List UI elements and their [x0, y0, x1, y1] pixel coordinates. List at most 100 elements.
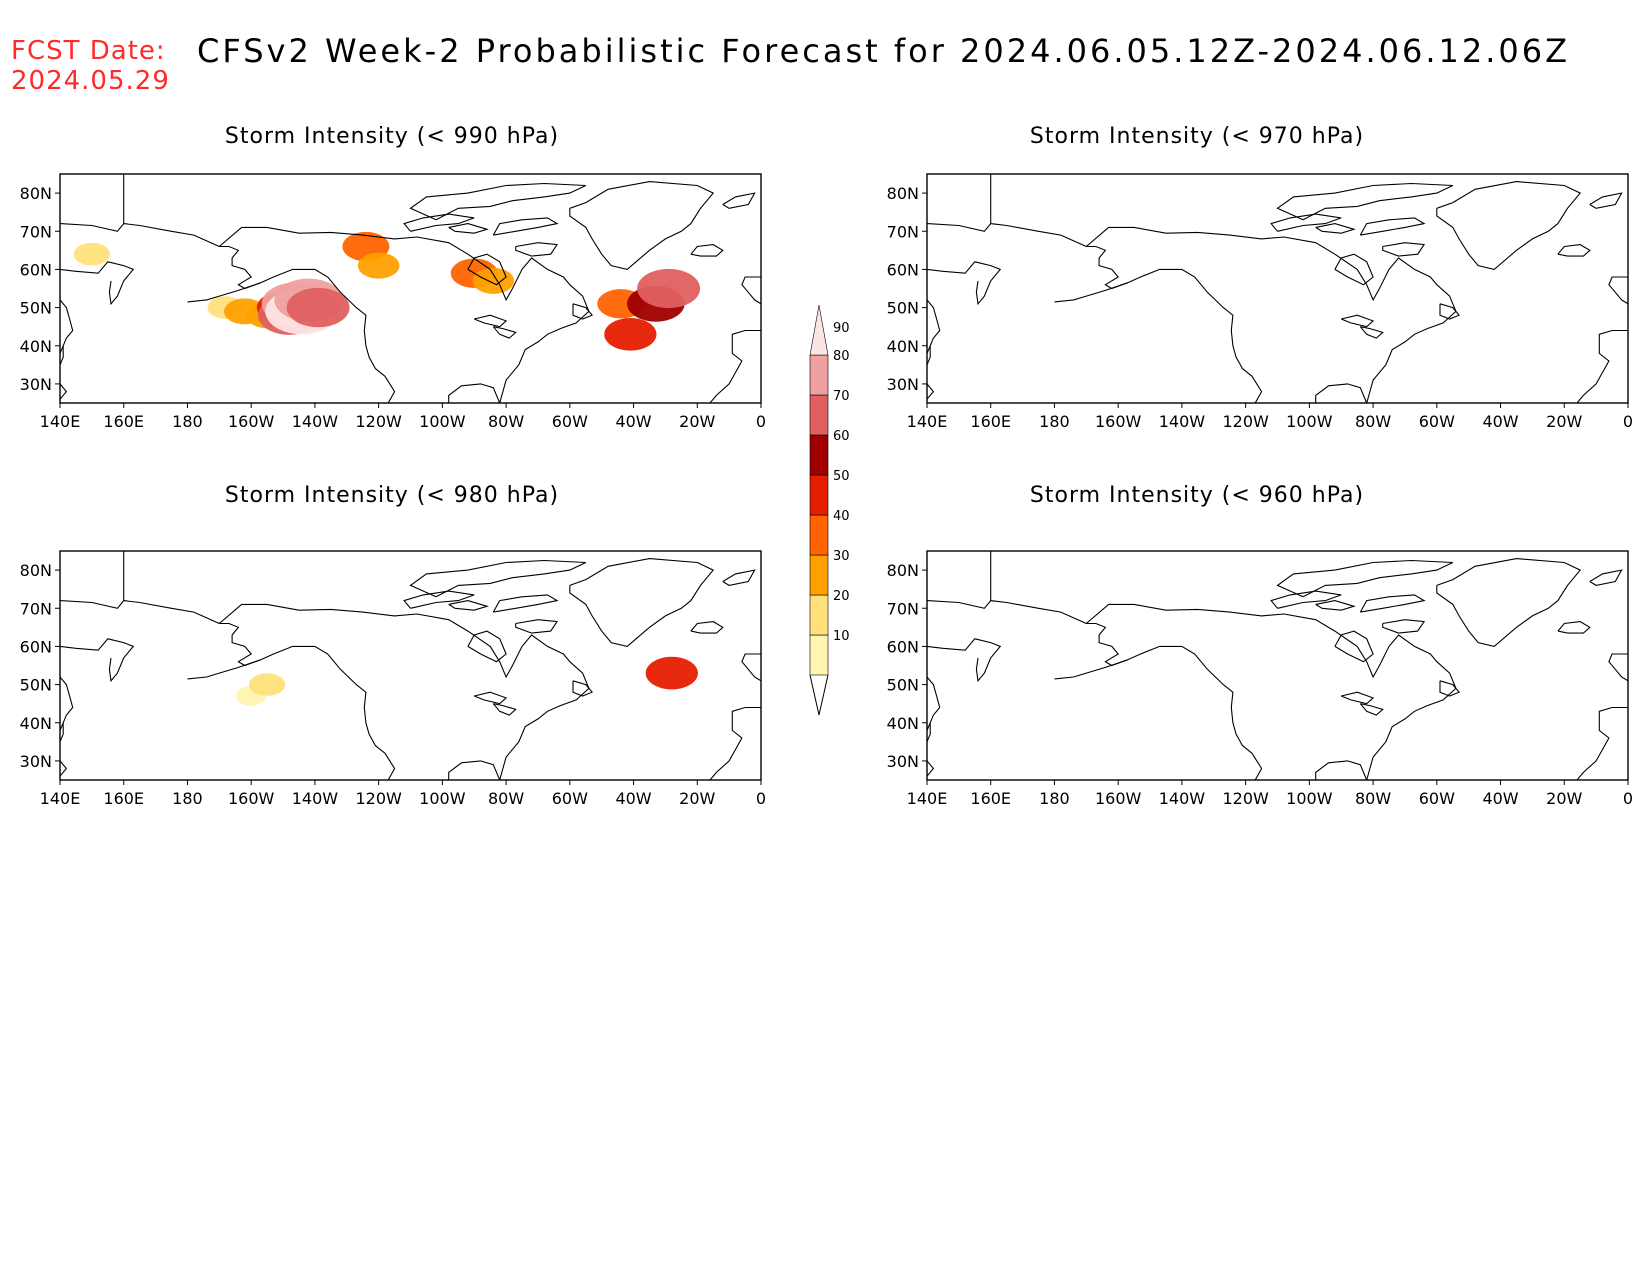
- x-tick-label: 80W: [488, 412, 524, 431]
- coastline: [1439, 303, 1461, 320]
- y-tick-label: 80N: [887, 561, 919, 580]
- coastline: [187, 659, 261, 680]
- coastline: [403, 213, 475, 232]
- coastline: [569, 181, 715, 270]
- coastline: [1276, 559, 1454, 598]
- coastline: [467, 253, 507, 286]
- x-tick-label: 40W: [615, 412, 651, 431]
- y-tick-label: 40N: [887, 337, 919, 356]
- panel-title-960: Storm Intensity (< 960 hPa): [1029, 483, 1365, 508]
- colorbar-label: 90: [833, 321, 850, 336]
- coastline: [60, 223, 125, 232]
- coastline: [927, 299, 941, 354]
- x-tick-label: 60W: [1419, 412, 1455, 431]
- coastline: [1439, 680, 1461, 697]
- panel-title-970: Storm Intensity (< 970 hPa): [1029, 124, 1365, 149]
- x-tick-label: 100W: [1286, 789, 1333, 808]
- coastline: [219, 622, 396, 780]
- colorbar-swatch: [809, 514, 829, 556]
- x-tick-label: 60W: [1419, 789, 1455, 808]
- colorbar-swatch: [809, 354, 829, 396]
- coastline: [1085, 603, 1457, 780]
- coastline: [927, 722, 931, 743]
- coastline: [1086, 622, 1263, 780]
- colorbar-high-tip: [809, 304, 829, 356]
- coastline: [409, 559, 587, 598]
- coastline: [1382, 242, 1426, 257]
- coastline: [927, 638, 1002, 683]
- coastline: [990, 551, 1087, 625]
- y-tick-label: 60N: [887, 260, 919, 279]
- y-tick-label: 80N: [887, 184, 919, 203]
- x-tick-label: 180: [1039, 789, 1070, 808]
- map-frame: [59, 550, 762, 781]
- coastline: [467, 630, 507, 663]
- x-tick-label: 140W: [1159, 412, 1206, 431]
- colorbar-label: 30: [833, 549, 850, 564]
- map-panel-p990: 140E 160E 180 160W 140W 120W 100W 80W 60W 40W 20W 0…: [20, 173, 766, 431]
- coastline: [123, 551, 220, 625]
- y-tick-label: 50N: [20, 676, 52, 695]
- probability-cell: [73, 242, 110, 266]
- coastline: [219, 245, 396, 403]
- coastline: [572, 303, 594, 320]
- coastline: [1436, 558, 1582, 647]
- colorbar-swatch: [809, 394, 829, 436]
- coastline: [1054, 282, 1128, 303]
- coastline: [722, 569, 756, 586]
- coastline: [448, 223, 489, 234]
- colorbar-label: 20: [833, 589, 850, 604]
- coastline: [515, 619, 559, 634]
- map-frame: [59, 173, 762, 404]
- map-frame: [926, 550, 1629, 781]
- probability-cell: [357, 252, 400, 279]
- coastline: [927, 223, 992, 232]
- coastline: [1054, 659, 1128, 680]
- colorbar-swatch: [809, 554, 829, 596]
- x-tick-label: 120W: [355, 412, 402, 431]
- colorbar-label: 50: [833, 469, 850, 484]
- colorbar-label: 40: [833, 509, 850, 524]
- coastline: [1334, 253, 1374, 286]
- page-title: CFSv2 Week-2 Probabilistic Forecast for …: [197, 32, 1571, 70]
- coastline: [1359, 326, 1384, 339]
- colorbar-label: 10: [833, 629, 850, 644]
- x-tick-label: 100W: [419, 412, 466, 431]
- x-tick-label: 140W: [1159, 789, 1206, 808]
- forecast-date-label: FCST Date: 2024.05.29: [11, 36, 170, 96]
- coastline: [927, 383, 935, 400]
- y-tick-label: 70N: [20, 222, 52, 241]
- x-tick-label: 140W: [292, 412, 339, 431]
- probability-cell: [472, 267, 515, 294]
- x-tick-label: 180: [172, 412, 203, 431]
- coastline: [1334, 630, 1374, 663]
- probability-cell: [248, 673, 286, 696]
- y-tick-label: 60N: [20, 260, 52, 279]
- x-tick-label: 20W: [1546, 789, 1582, 808]
- y-tick-label: 40N: [20, 337, 52, 356]
- coastline: [1270, 213, 1342, 232]
- coastline: [218, 603, 590, 780]
- x-tick-label: 60W: [552, 789, 588, 808]
- x-tick-label: 160W: [228, 789, 275, 808]
- panel-title-980: Storm Intensity (< 980 hPa): [224, 483, 560, 508]
- coastline: [1276, 182, 1454, 221]
- coastline: [1359, 703, 1384, 716]
- x-tick-label: 0: [1623, 789, 1633, 808]
- coastline: [709, 706, 761, 780]
- map-panel-p960: 140E 160E 180 160W 140W 120W 100W 80W 60W 40W 20W 0…: [887, 550, 1633, 808]
- x-tick-label: 20W: [679, 789, 715, 808]
- coastline: [690, 621, 724, 634]
- probability-cell: [637, 268, 701, 309]
- coastline: [409, 182, 587, 221]
- coastline: [1557, 621, 1591, 634]
- x-tick-label: 0: [756, 412, 766, 431]
- y-tick-label: 30N: [20, 375, 52, 394]
- x-tick-label: 120W: [1222, 789, 1269, 808]
- coastline: [1340, 314, 1375, 328]
- x-tick-label: 160E: [103, 789, 144, 808]
- coastline: [187, 282, 261, 303]
- y-tick-label: 40N: [887, 714, 919, 733]
- coastline: [1557, 244, 1591, 257]
- probability-cell: [604, 317, 657, 351]
